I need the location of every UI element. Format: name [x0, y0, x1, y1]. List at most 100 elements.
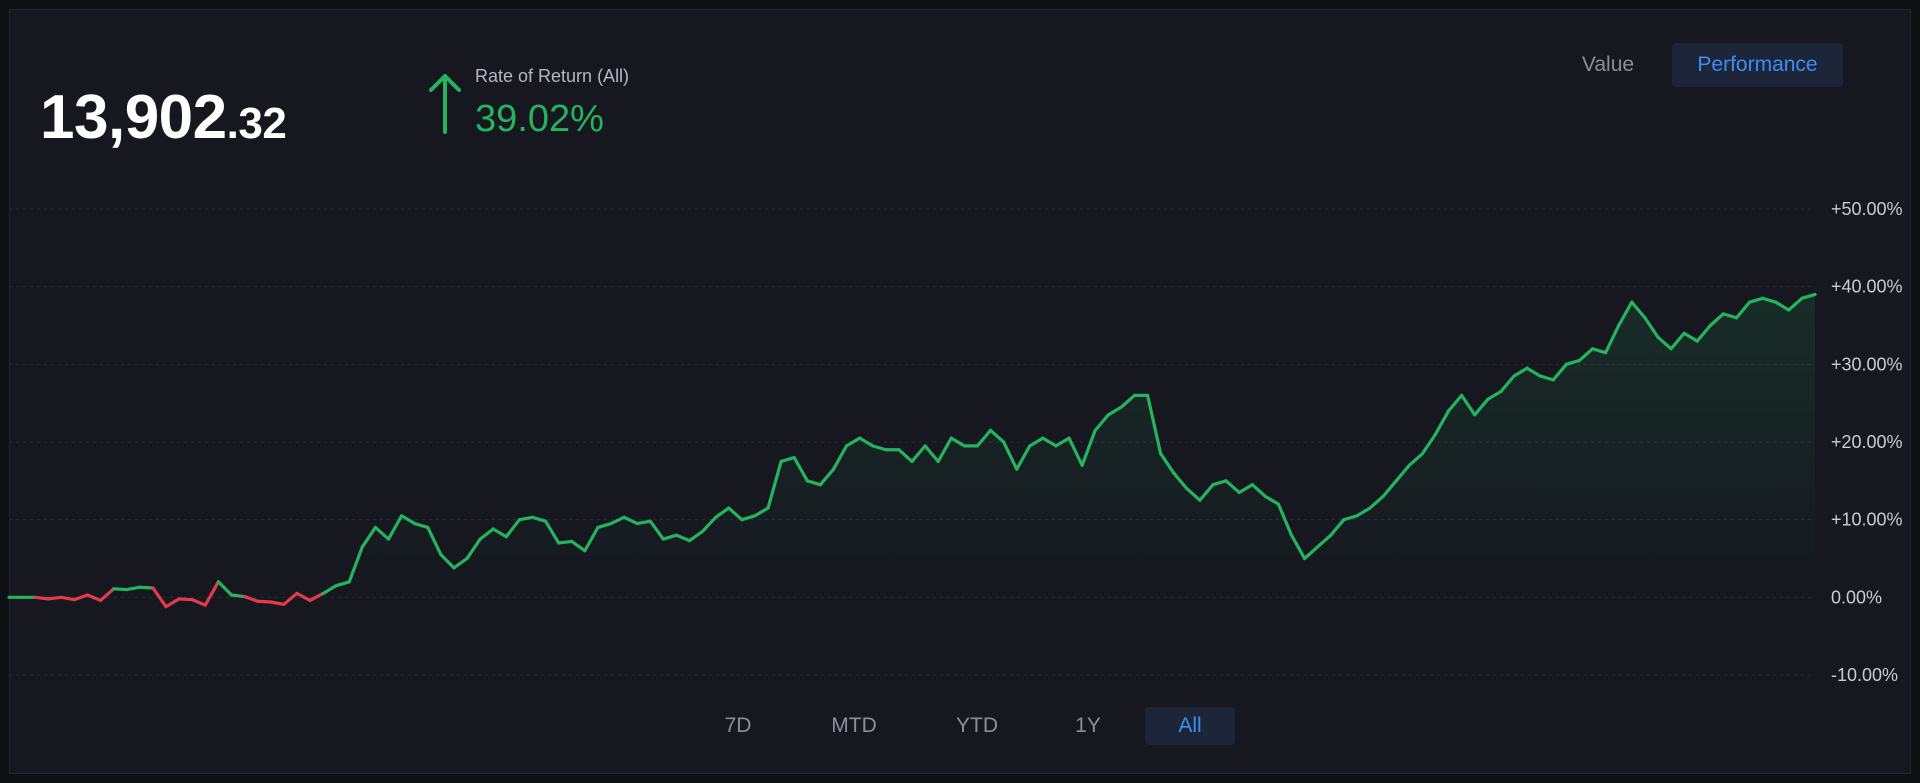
data-point	[1329, 534, 1332, 537]
data-point	[335, 584, 338, 587]
rate-of-return-label: Rate of Return (All)	[475, 66, 630, 86]
series-line-segment	[1368, 494, 1385, 510]
series-line-segment	[1460, 393, 1477, 417]
series-line-segment	[1433, 409, 1451, 436]
series-line-segment	[1211, 479, 1228, 487]
data-point	[1408, 464, 1411, 467]
series-line-segment	[1198, 483, 1215, 502]
series-line-segment	[1577, 347, 1595, 363]
series-line-segment	[1015, 444, 1032, 471]
balance-integer: 13,902	[40, 83, 227, 152]
series-line-segment	[242, 594, 260, 603]
data-point	[740, 518, 743, 521]
data-point	[1159, 452, 1162, 455]
series-line-segment	[321, 584, 338, 596]
data-point	[858, 437, 861, 440]
data-point	[1473, 413, 1476, 416]
data-point	[898, 448, 901, 451]
series-line-segment	[33, 595, 50, 601]
data-point	[1002, 441, 1005, 444]
series-line-segment	[373, 525, 391, 541]
range-tab-1y[interactable]: 1Y	[1075, 714, 1101, 737]
data-point	[557, 542, 560, 545]
data-point	[191, 598, 194, 601]
series-line-segment	[1172, 471, 1189, 491]
data-point	[112, 587, 115, 590]
range-tab-mtd[interactable]: MTD	[831, 714, 877, 737]
series-line-segment	[1407, 452, 1424, 467]
data-point	[950, 437, 953, 440]
data-point	[1264, 495, 1267, 498]
data-point	[86, 594, 89, 597]
data-point	[662, 538, 665, 541]
series-line-segment	[1734, 300, 1752, 320]
data-point	[1041, 437, 1044, 440]
series-line-segment	[1630, 300, 1647, 320]
data-point	[610, 522, 613, 525]
data-point	[1526, 367, 1529, 370]
data-point	[269, 601, 272, 604]
series-line-segment	[661, 533, 679, 541]
data-point	[1120, 406, 1123, 409]
series-line-segment	[1041, 436, 1058, 448]
series-line-segment	[583, 525, 600, 553]
data-point	[1630, 301, 1633, 304]
series-line-segment	[936, 436, 953, 464]
series-line-segment	[190, 598, 207, 607]
data-point	[348, 580, 351, 583]
data-point	[544, 520, 547, 523]
series-line-segment	[1473, 397, 1490, 417]
series-line-segment	[452, 556, 469, 570]
data-point	[125, 588, 128, 591]
series-line-segment	[46, 595, 63, 601]
series-line-segment	[818, 467, 836, 487]
series-line-segment	[256, 599, 273, 604]
data-point	[296, 592, 299, 595]
data-point	[152, 587, 155, 590]
series-line-segment	[308, 591, 325, 603]
data-point	[597, 526, 600, 529]
range-tab-all[interactable]: All	[1145, 707, 1235, 745]
data-point	[361, 545, 364, 548]
data-point	[413, 522, 416, 525]
range-tab-7d[interactable]: 7D	[724, 714, 752, 737]
data-point	[832, 468, 835, 471]
series-line-segment	[805, 479, 822, 487]
series-line-segment	[1276, 502, 1294, 537]
series-line-segment	[295, 591, 312, 603]
series-line-segment	[858, 436, 875, 448]
data-point	[649, 520, 652, 523]
data-point	[1552, 378, 1555, 381]
series-line-segment	[557, 539, 574, 545]
data-point	[583, 549, 586, 552]
data-point	[99, 599, 102, 602]
data-point	[1683, 332, 1686, 335]
series-line-segment	[831, 444, 849, 471]
series-line-segment	[99, 587, 116, 603]
series-line-segment	[1355, 506, 1372, 518]
performance-view-button[interactable]: Performance	[1672, 43, 1843, 87]
data-point	[727, 507, 730, 510]
value-view-button[interactable]: Value	[1581, 53, 1635, 76]
data-point	[1787, 309, 1790, 312]
data-point	[1356, 514, 1359, 517]
data-point	[1342, 518, 1345, 521]
data-point	[1801, 297, 1804, 300]
series-line-segment	[269, 600, 286, 606]
series-line-segment	[740, 514, 757, 522]
data-point	[1055, 444, 1058, 447]
series-line-segment	[504, 518, 521, 539]
series-line-segment	[988, 428, 1006, 444]
range-tab-ytd[interactable]: YTD	[956, 714, 998, 737]
series-line-segment	[753, 506, 770, 518]
series-line-segment	[975, 428, 993, 448]
series-line-segment	[1420, 432, 1438, 456]
data-point	[1578, 359, 1581, 362]
data-point	[1500, 390, 1503, 393]
series-line-segment	[1237, 483, 1254, 495]
series-line-segment	[949, 436, 966, 448]
series-line-segment	[72, 593, 90, 602]
series-line-segment	[1643, 316, 1660, 339]
data-point	[1434, 433, 1437, 436]
series-line-segment	[1486, 389, 1503, 401]
